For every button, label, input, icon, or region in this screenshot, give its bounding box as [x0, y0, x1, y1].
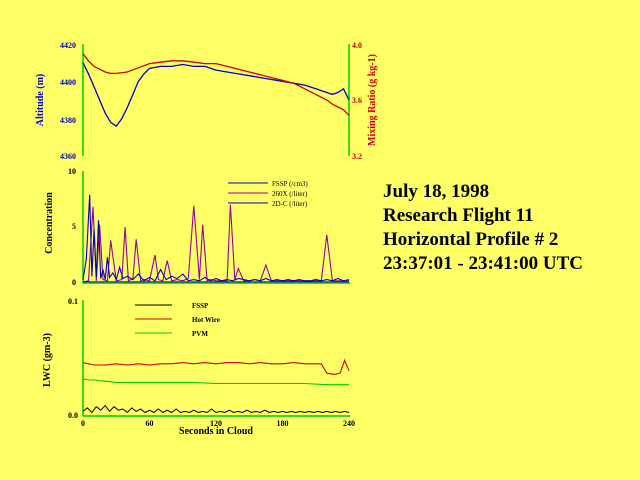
x-axis-label: Seconds in Cloud — [179, 426, 253, 437]
p3-ytick-0: 0.1 — [68, 297, 78, 306]
p3-ylabel: LWC (gm-3) — [42, 333, 53, 387]
legend-pvm-label: PVM — [192, 330, 208, 338]
flight-date: July 18, 1998 — [383, 181, 490, 202]
xtick-120: 120 — [210, 419, 222, 428]
p1-ylabel: Altitude (m) — [35, 74, 46, 127]
legend-260x-label: 260X (/liter) — [272, 190, 308, 198]
flight-info: July 18, 1998 Research Flight 11 Horizon… — [383, 180, 583, 276]
altitude-mixing-panel: 4420 4400 4380 4360 4.0 3.6 3.2 Altitude… — [35, 41, 378, 161]
xtick-0: 0 — [81, 419, 85, 428]
flight-number: Research Flight 11 — [383, 205, 534, 226]
260x-series — [82, 204, 349, 283]
legend-fssp-conc-label: FSSP (/cm3) — [272, 180, 308, 188]
pvm-series — [82, 378, 349, 386]
p2-ytick-0: 10 — [68, 167, 76, 176]
xtick-180: 180 — [277, 419, 289, 428]
fssp-lwc-series — [82, 404, 350, 414]
mixing-ratio-series — [82, 53, 350, 116]
p1-y2tick-1: 3.6 — [352, 96, 362, 105]
p2-ytick-1: 5 — [72, 222, 76, 231]
xtick-240: 240 — [343, 419, 355, 428]
p2-ylabel: Concentration — [44, 192, 55, 254]
p2-ytick-2: 0 — [72, 278, 76, 287]
time-range: 23:37:01 - 23:41:00 UTC — [383, 253, 584, 274]
profile-number: Horizontal Profile # 2 — [383, 229, 559, 250]
concentration-panel: 10 5 0 Concentration FSSP (/cm3) 260X (/… — [44, 167, 350, 287]
legend-fssp-label: FSSP — [192, 302, 209, 310]
p1-y2tick-0: 4.0 — [352, 41, 362, 50]
lwc-panel: 0.1 0.0 LWC (gm-3) 0 60 120 180 240 Seco… — [42, 297, 355, 437]
p1-ytick-3: 4360 — [60, 152, 76, 161]
hot-wire-series — [82, 358, 350, 375]
altitude-series — [82, 62, 350, 127]
p1-y2tick-2: 3.2 — [352, 152, 362, 161]
legend-hotwire-label: Hot Wire — [192, 316, 220, 324]
p1-ytick-1: 4400 — [60, 78, 76, 87]
fssp-conc-series — [82, 194, 350, 282]
p3-ytick-1: 0.0 — [68, 411, 78, 420]
legend-2dc-label: 2D-C (/liter) — [272, 200, 308, 208]
p1-y2label: Mixing Ratio (g kg-1) — [367, 54, 378, 146]
p1-ytick-0: 4420 — [60, 41, 76, 50]
p1-ytick-2: 4380 — [60, 116, 76, 125]
xtick-60: 60 — [146, 419, 154, 428]
